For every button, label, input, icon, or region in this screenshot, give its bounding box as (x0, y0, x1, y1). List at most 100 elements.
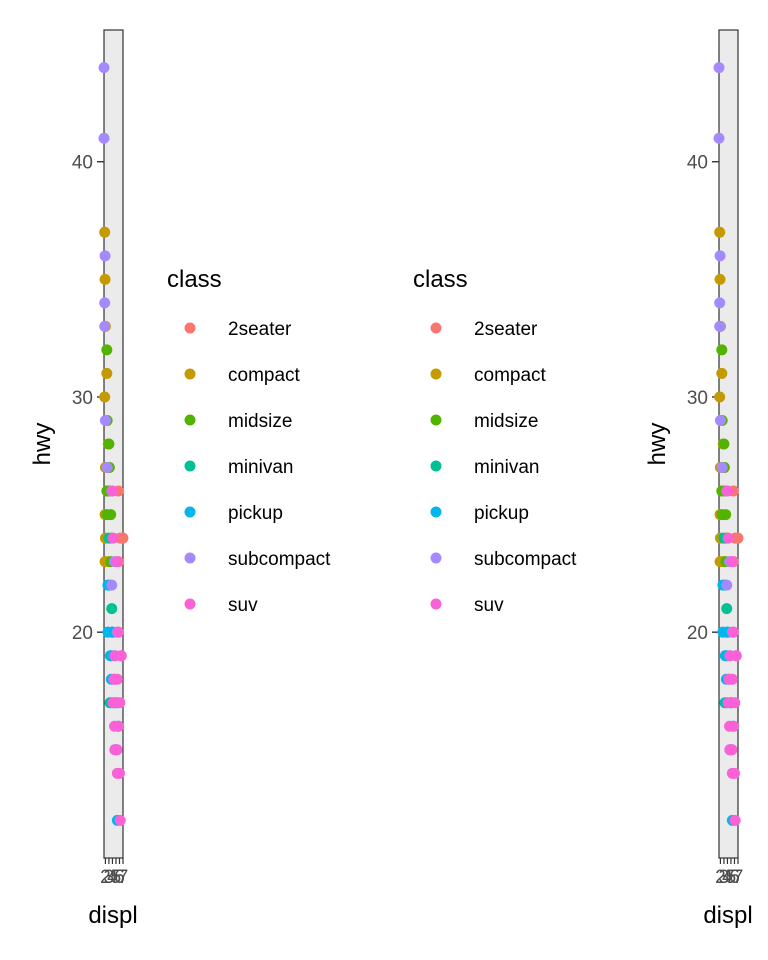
legend-label-suv: suv (228, 595, 258, 616)
point-suv (726, 744, 738, 756)
point-suv (729, 814, 741, 826)
x-tick-label-7: 7 (733, 867, 744, 888)
point-midsize (105, 509, 117, 521)
x-tick-label-3: 3 (104, 867, 115, 888)
legend: class 2seater compact midsize minivan pickup s… (413, 266, 577, 616)
point-compact (99, 273, 111, 285)
point-2seater (117, 532, 129, 544)
data-points (713, 62, 744, 826)
point-midsize (101, 344, 113, 356)
point-compact (99, 226, 111, 238)
x-axis-title: displ (703, 902, 752, 929)
legend-label-suv: suv (474, 595, 504, 616)
legend-label-subcompact: subcompact (474, 549, 577, 570)
y-tick-label-30: 30 (687, 388, 708, 409)
point-subcompact (713, 132, 725, 144)
legend-label-compact: compact (228, 365, 301, 386)
point-suv (107, 532, 119, 544)
point-compact (101, 367, 113, 379)
point-subcompact (714, 297, 726, 309)
legend-title: class (413, 266, 468, 293)
point-subcompact (98, 62, 110, 74)
point-subcompact (106, 579, 118, 591)
point-subcompact (713, 62, 725, 74)
x-tick-label-6: 6 (729, 867, 740, 888)
x-tick-label-4: 4 (722, 867, 733, 888)
x-tick-label-5: 5 (726, 867, 737, 888)
point-suv (109, 673, 121, 685)
legend-label-2seater: 2seater (228, 319, 292, 340)
data-points (98, 62, 129, 826)
legend-key-pickup (430, 506, 442, 518)
legend-key-minivan (430, 460, 442, 472)
point-midsize (716, 344, 728, 356)
point-suv (728, 767, 740, 779)
point-2seater (732, 532, 744, 544)
point-suv (724, 673, 736, 685)
point-subcompact (721, 579, 733, 591)
legend-key-pickup (184, 506, 196, 518)
point-midsize (718, 438, 730, 450)
point-suv (114, 814, 126, 826)
point-compact (714, 273, 726, 285)
point-midsize (720, 509, 732, 521)
x-tick-label-4: 4 (107, 867, 118, 888)
point-subcompact (714, 320, 726, 332)
point-suv (112, 720, 124, 732)
point-suv (111, 744, 123, 756)
legend-label-midsize: midsize (474, 411, 538, 432)
y-tick-label-40: 40 (72, 153, 93, 174)
point-subcompact (716, 462, 728, 474)
point-suv (111, 556, 123, 568)
x-tick-label-2: 2 (100, 867, 111, 888)
legend-key-2seater (430, 322, 442, 334)
point-suv (107, 697, 119, 709)
point-suv (721, 485, 733, 497)
legend-label-minivan: minivan (228, 457, 293, 478)
legend-label-2seater: 2seater (474, 319, 538, 340)
legend-key-midsize (184, 414, 196, 426)
y-tick-label-30: 30 (72, 388, 93, 409)
point-subcompact (101, 462, 113, 474)
point-subcompact (99, 414, 111, 426)
legend-key-minivan (184, 460, 196, 472)
point-subcompact (99, 250, 111, 262)
point-suv (113, 767, 125, 779)
x-tick-label-3: 3 (719, 867, 730, 888)
x-axis-title: displ (88, 902, 137, 929)
y-tick-label-40: 40 (687, 153, 708, 174)
x-tick-label-2: 2 (715, 867, 726, 888)
legend-key-midsize (430, 414, 442, 426)
x-tick-label-6: 6 (114, 867, 125, 888)
y-axis-title: hwy (644, 423, 671, 466)
point-suv (722, 697, 734, 709)
point-suv (112, 626, 124, 638)
legend-label-minivan: minivan (474, 457, 539, 478)
legend-key-subcompact (184, 552, 196, 564)
point-compact (714, 226, 726, 238)
legend-key-suv (430, 598, 442, 610)
legend-label-subcompact: subcompact (228, 549, 331, 570)
point-compact (99, 391, 111, 403)
x-tick-label-7: 7 (118, 867, 129, 888)
point-subcompact (714, 414, 726, 426)
point-subcompact (99, 320, 111, 332)
point-subcompact (99, 297, 111, 309)
legend-key-suv (184, 598, 196, 610)
point-minivan (106, 603, 118, 615)
point-suv (106, 485, 118, 497)
legend-label-pickup: pickup (474, 503, 529, 524)
point-suv (726, 556, 738, 568)
point-compact (714, 391, 726, 403)
point-suv (722, 532, 734, 544)
legend: class 2seater compact midsize minivan pickup s… (167, 266, 331, 616)
point-subcompact (714, 250, 726, 262)
point-midsize (103, 438, 115, 450)
point-compact (716, 367, 728, 379)
legend-key-compact (430, 368, 442, 380)
legend-key-compact (184, 368, 196, 380)
legend-title: class (167, 266, 222, 293)
